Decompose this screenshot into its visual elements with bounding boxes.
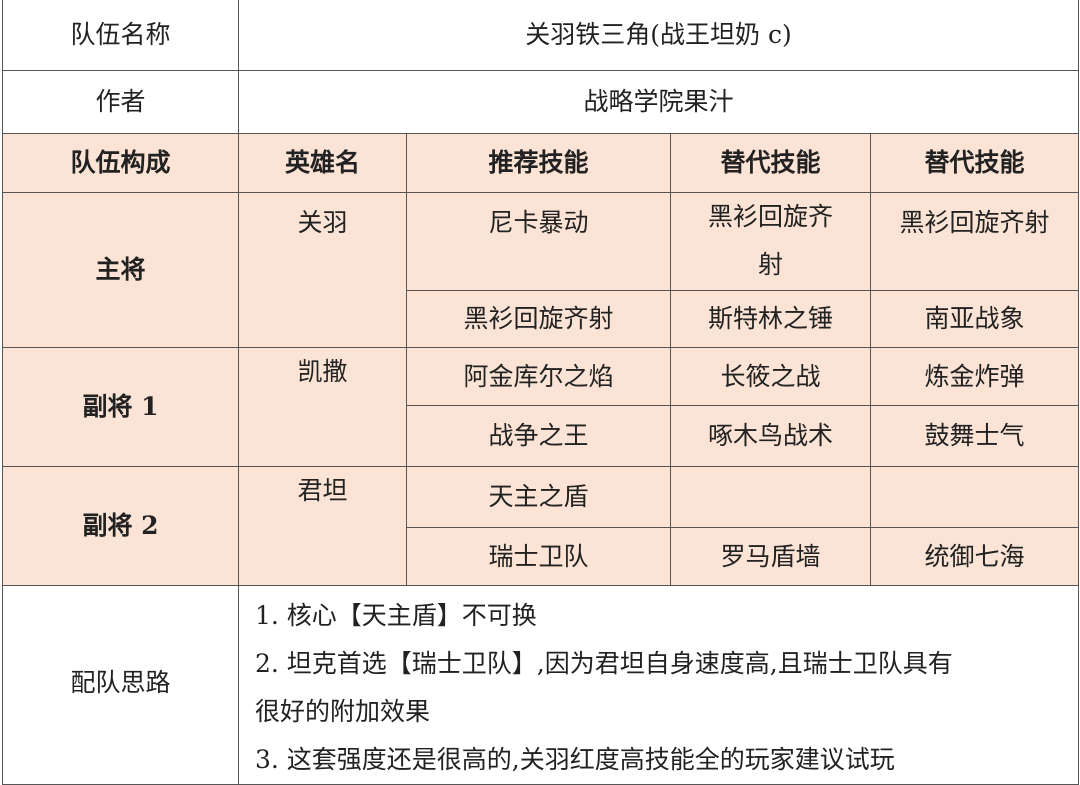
skill-cell: 尼卡暴动 [406, 192, 671, 291]
hero-name: 君坦 [238, 466, 407, 586]
skill-cell: 斯特林之锤 [670, 290, 871, 348]
skill-cell: 瑞士卫队 [406, 527, 671, 586]
role-vice-1: 副将 1 [2, 347, 239, 467]
skill-cell: 黑衫回旋齐射 [670, 192, 871, 291]
skill-cell: 啄木鸟战术 [670, 405, 871, 467]
skill-cell: 阿金库尔之焰 [406, 347, 671, 406]
skill-cell: 罗马盾墙 [670, 527, 871, 586]
team-name-label: 队伍名称 [2, 0, 239, 71]
skill-cell: 统御七海 [870, 527, 1079, 586]
strategy-line: 3. 这套强度还是很高的,关羽红度高技能全的玩家建议试玩 [255, 745, 895, 774]
skill-cell: 长筱之战 [670, 347, 871, 406]
hero-name: 关羽 [238, 192, 407, 348]
skill-cell: 黑衫回旋齐射 [870, 192, 1079, 291]
hero-name: 凯撒 [238, 347, 407, 467]
skill-cell [870, 466, 1079, 528]
strategy-line: 很好的附加效果 [255, 697, 431, 726]
skill-cell: 鼓舞士气 [870, 405, 1079, 467]
strategy-line: 2. 坦克首选【瑞士卫队】,因为君坦自身速度高,且瑞士卫队具有 [255, 649, 953, 678]
role-vice-2: 副将 2 [2, 466, 239, 586]
strategy-notes: 1. 核心【天主盾】不可换 2. 坦克首选【瑞士卫队】,因为君坦自身速度高,且瑞… [238, 585, 1079, 785]
author-label: 作者 [2, 70, 239, 134]
skill-cell: 炼金炸弹 [870, 347, 1079, 406]
author-value: 战略学院果汁 [238, 70, 1079, 134]
skill-cell: 南亚战象 [870, 290, 1079, 348]
header-recommended-skill: 推荐技能 [406, 133, 671, 193]
skill-cell: 天主之盾 [406, 466, 671, 528]
role-main: 主将 [2, 192, 239, 348]
skill-cell: 黑衫回旋齐射 [406, 290, 671, 348]
header-composition: 队伍构成 [2, 133, 239, 193]
strategy-line: 1. 核心【天主盾】不可换 [255, 601, 537, 630]
strategy-label: 配队思路 [2, 585, 239, 785]
header-hero: 英雄名 [238, 133, 407, 193]
header-alt-skill-1: 替代技能 [670, 133, 871, 193]
skill-cell [670, 466, 871, 528]
skill-cell: 战争之王 [406, 405, 671, 467]
team-name-value: 关羽铁三角(战王坦奶 c) [238, 0, 1079, 71]
header-alt-skill-2: 替代技能 [870, 133, 1079, 193]
